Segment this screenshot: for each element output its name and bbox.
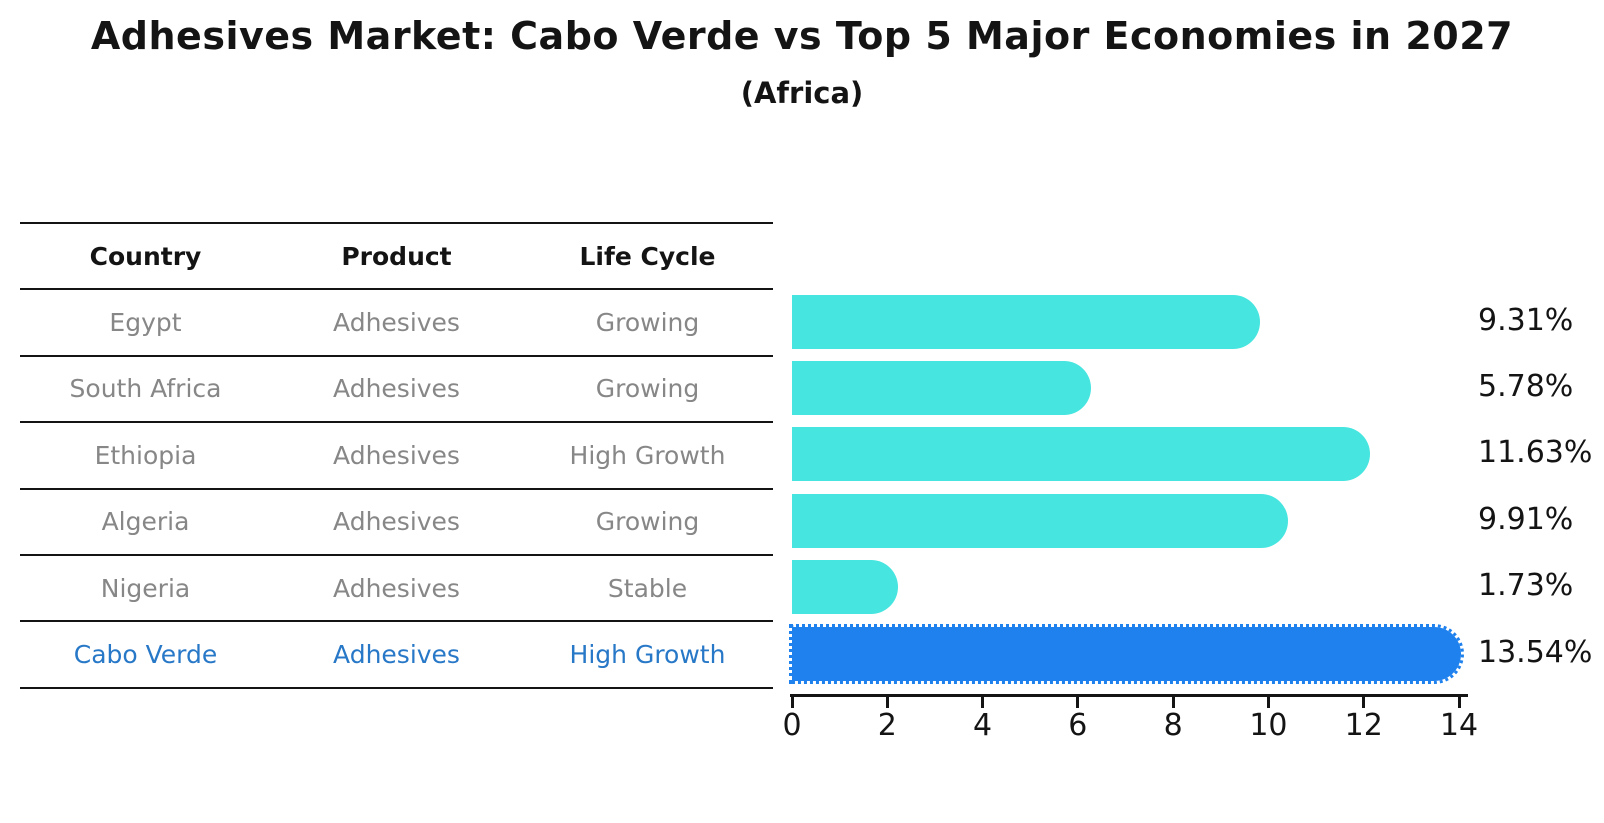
- life-cycle-cell: Growing: [595, 374, 700, 404]
- x-axis-line: [790, 694, 1468, 697]
- product-cell: Adhesives: [333, 640, 460, 670]
- x-axis-tick-label: 8: [1163, 708, 1183, 743]
- table-header-cell: Product: [341, 241, 452, 271]
- table-row: Ethiopia Adhesives High Growth: [20, 423, 773, 490]
- x-axis-tick-label: 4: [973, 708, 993, 743]
- country-cell: Algeria: [101, 507, 190, 537]
- product-cell: Adhesives: [333, 308, 460, 338]
- table-row: Cabo Verde Adhesives High Growth: [20, 622, 773, 689]
- x-axis-tick: [1457, 697, 1461, 708]
- country-cell: Cabo Verde: [73, 640, 218, 670]
- x-axis-tick-label: 10: [1249, 708, 1288, 743]
- product-cell: Adhesives: [333, 440, 460, 470]
- country-table: Country Product Life Cycle Egypt Adhesives G…: [20, 222, 773, 689]
- chart-title: Adhesives Market: Cabo Verde vs Top 5 Ma…: [90, 14, 1514, 58]
- x-axis-tick: [885, 697, 889, 708]
- bar: [792, 360, 1092, 415]
- country-cell: South Africa: [69, 374, 222, 404]
- x-axis-tick-label: 12: [1344, 708, 1383, 743]
- country-cell: Ethiopia: [94, 440, 197, 470]
- value-label: 5.78%: [1478, 368, 1574, 404]
- table-row: Algeria Adhesives Growing: [20, 490, 773, 556]
- x-axis-tick: [981, 697, 985, 708]
- bar: [792, 427, 1371, 482]
- table-header-cell: Country: [89, 241, 202, 271]
- value-label: 13.54%: [1478, 634, 1593, 670]
- life-cycle-cell: Growing: [595, 507, 700, 537]
- table-header-cell: Life Cycle: [579, 241, 716, 271]
- table-row: Egypt Adhesives Growing: [20, 290, 773, 357]
- value-label: 11.63%: [1478, 435, 1593, 471]
- bar: [792, 560, 899, 615]
- x-axis-tick-label: 14: [1439, 708, 1479, 743]
- bar: [792, 493, 1289, 548]
- x-axis-tick-label: 0: [782, 708, 802, 743]
- product-cell: Adhesives: [333, 374, 460, 404]
- value-label: 9.31%: [1478, 302, 1574, 338]
- bar: [792, 294, 1260, 349]
- product-cell: Adhesives: [333, 507, 460, 537]
- life-cycle-cell: High Growth: [569, 640, 726, 670]
- country-cell: Egypt: [109, 308, 182, 338]
- x-axis-tick: [1076, 697, 1080, 708]
- x-axis-tick: [1362, 697, 1366, 708]
- x-axis-tick-label: 2: [877, 708, 897, 743]
- table-row: South Africa Adhesives Growing: [20, 357, 773, 424]
- x-axis-tick: [1171, 697, 1175, 708]
- x-axis-tick: [1266, 697, 1270, 708]
- table-header-row: Country Product Life Cycle: [20, 224, 773, 291]
- bar: [788, 623, 1465, 684]
- value-label: 1.73%: [1478, 568, 1574, 604]
- x-axis-tick: [790, 697, 794, 708]
- value-label: 9.91%: [1478, 501, 1574, 537]
- chart-subtitle: (Africa): [740, 76, 864, 110]
- country-cell: Nigeria: [100, 573, 191, 603]
- life-cycle-cell: Growing: [595, 308, 700, 338]
- table-row: Nigeria Adhesives Stable: [20, 556, 773, 623]
- x-axis-tick-label: 6: [1068, 708, 1088, 743]
- life-cycle-cell: High Growth: [569, 440, 726, 470]
- life-cycle-cell: Stable: [607, 573, 688, 603]
- product-cell: Adhesives: [333, 573, 460, 603]
